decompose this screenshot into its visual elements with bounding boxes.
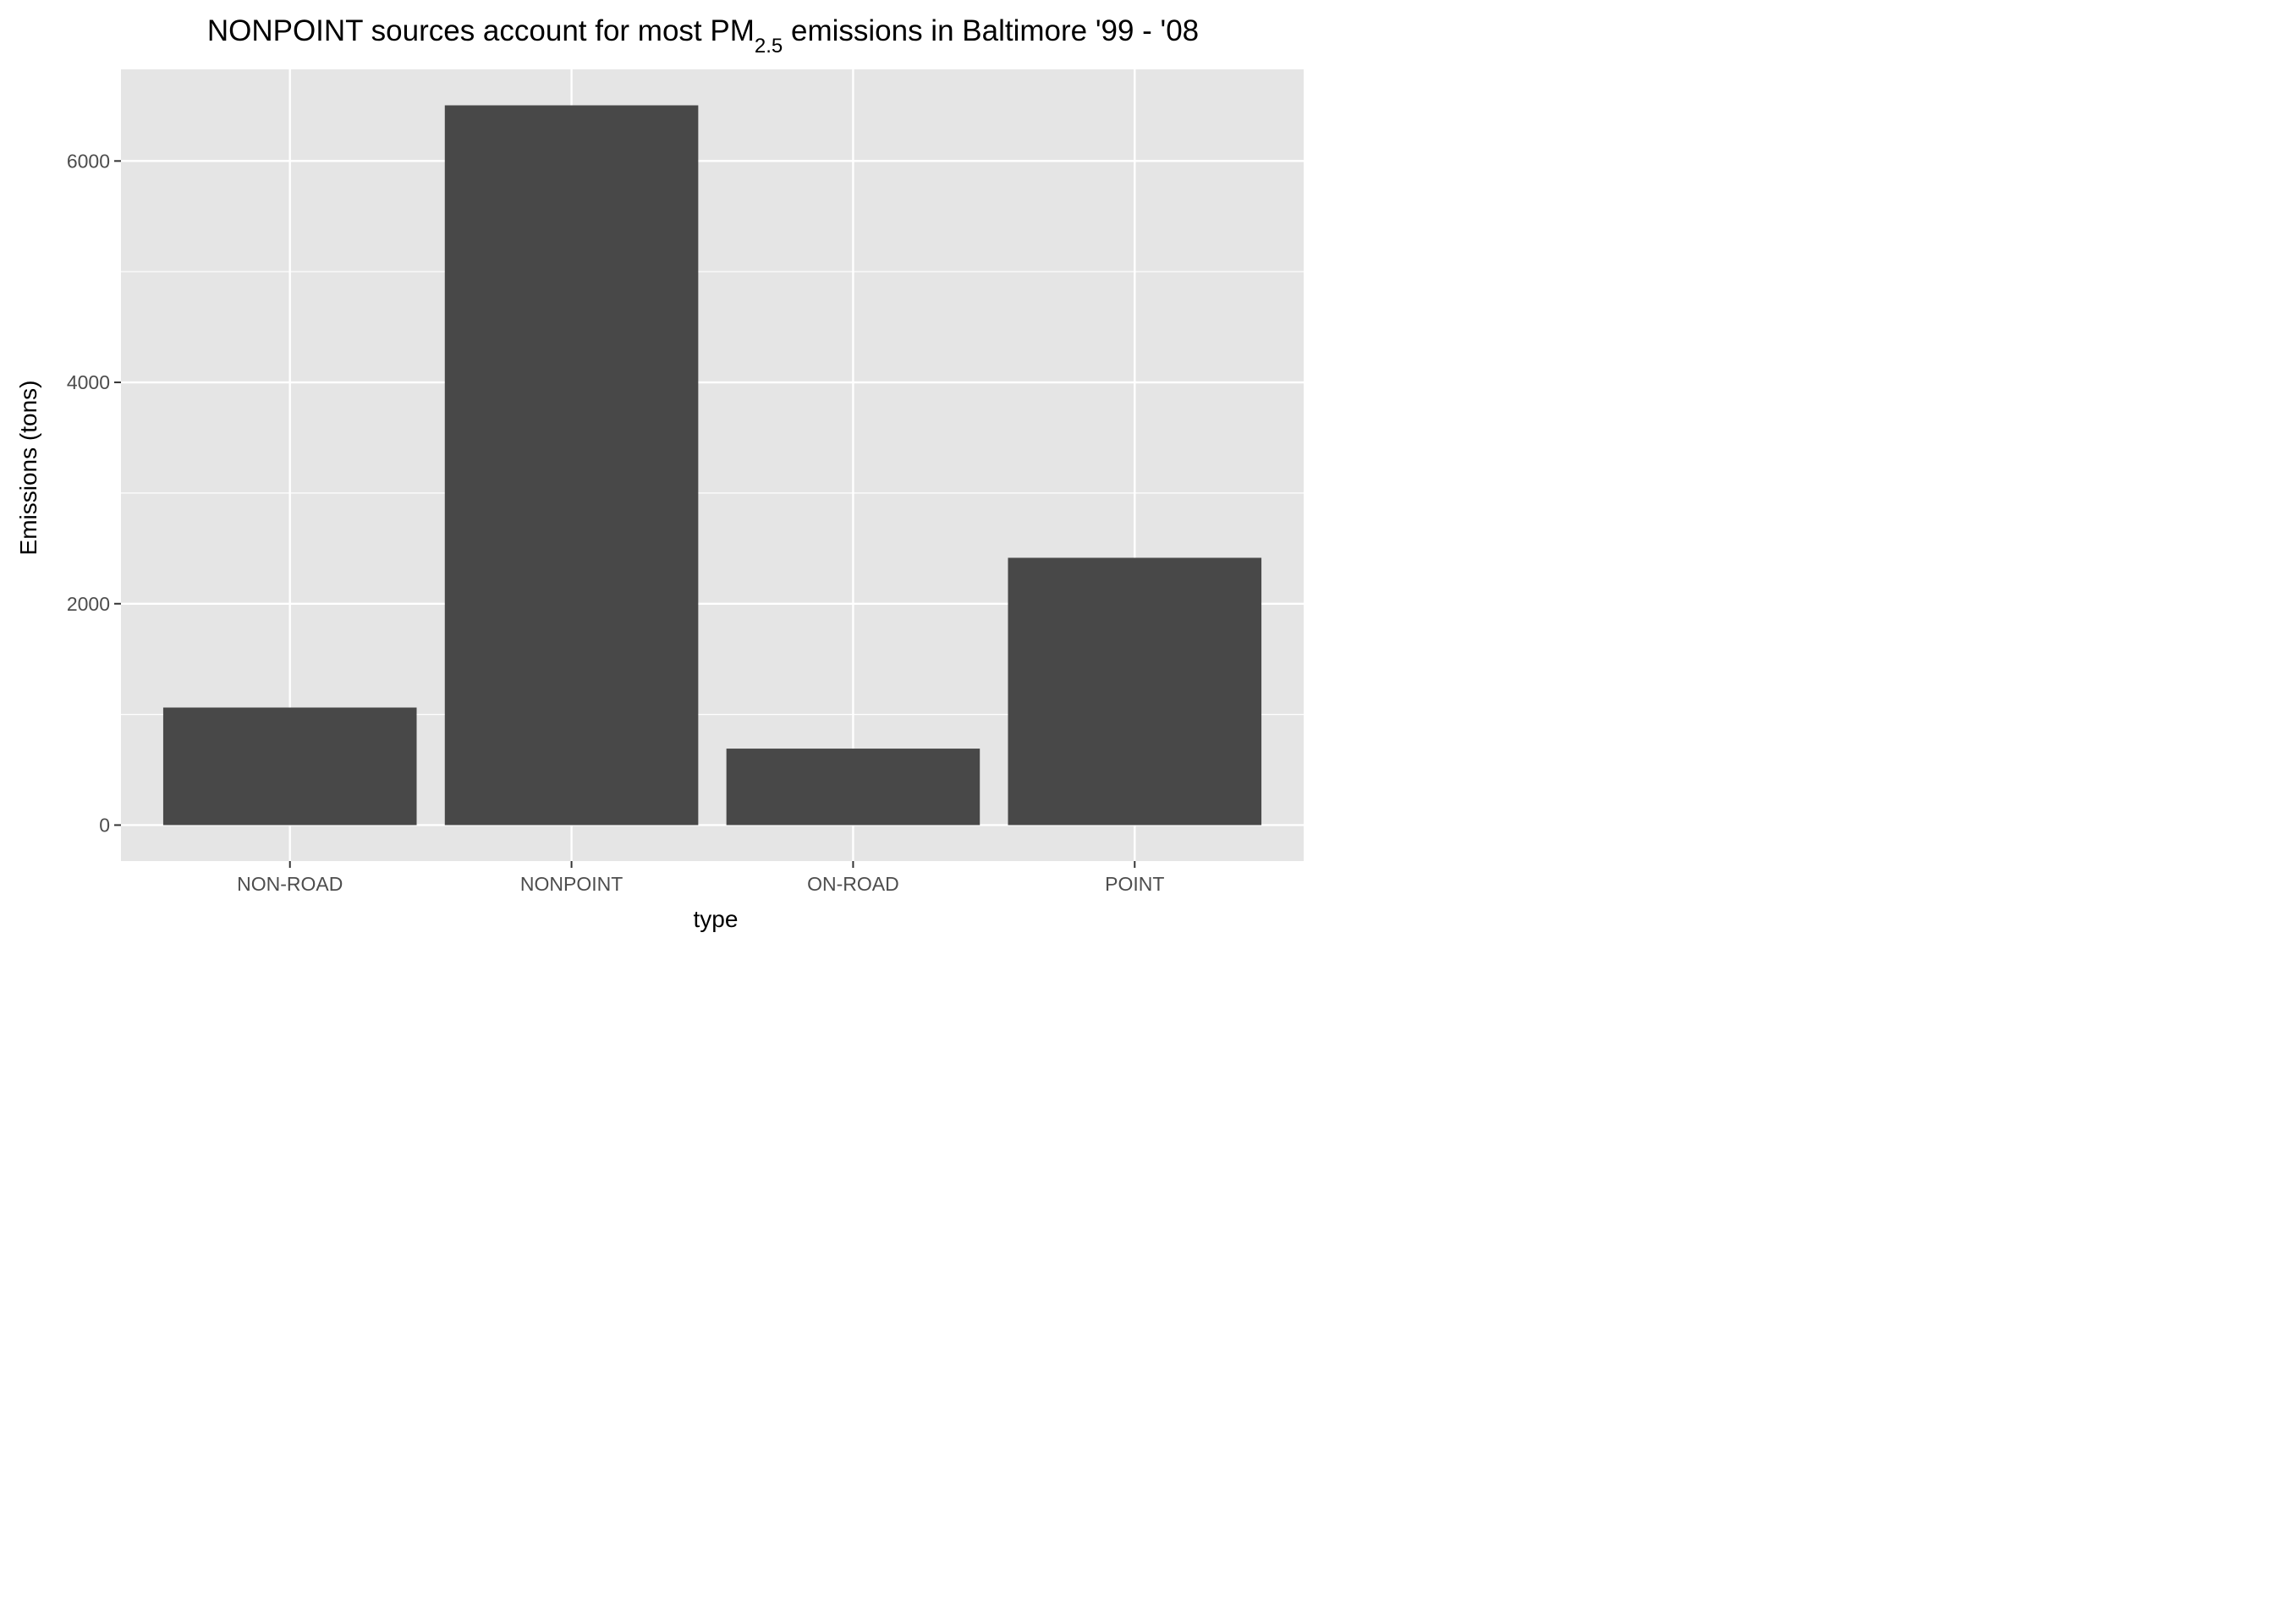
x-axis-title: type (694, 906, 739, 932)
chart-title-main: NONPOINT sources account for most PM (207, 14, 755, 47)
y-axis: 0 2000 4000 6000 (67, 150, 121, 836)
y-tick-label: 6000 (67, 150, 110, 172)
x-tick-label: POINT (1105, 873, 1164, 895)
y-tick-label: 2000 (67, 593, 110, 615)
y-tick-label: 0 (99, 814, 110, 836)
bar-chart: 0 2000 4000 6000 NON-ROAD NONPOINT ON-ROAD POI… (15, 14, 1304, 932)
x-tick-label: NON-ROAD (237, 873, 343, 895)
bar-point (1008, 557, 1262, 826)
y-tick-label: 4000 (67, 371, 110, 393)
bar-nonpoint (444, 105, 699, 826)
x-tick-label: ON-ROAD (807, 873, 899, 895)
bar-series (162, 105, 1262, 826)
bar-non-road (162, 707, 417, 826)
chart-title-rest: emissions in Baltimore '99 - '08 (783, 14, 1199, 47)
x-axis: NON-ROAD NONPOINT ON-ROAD POINT (237, 861, 1164, 895)
chart-title: NONPOINT sources account for most PM2.5 … (207, 14, 1199, 58)
chart-title-subscript: 2.5 (755, 35, 783, 58)
x-tick-label: NONPOINT (520, 873, 623, 895)
y-axis-title: Emissions (tons) (15, 381, 41, 556)
bar-on-road (726, 749, 980, 826)
